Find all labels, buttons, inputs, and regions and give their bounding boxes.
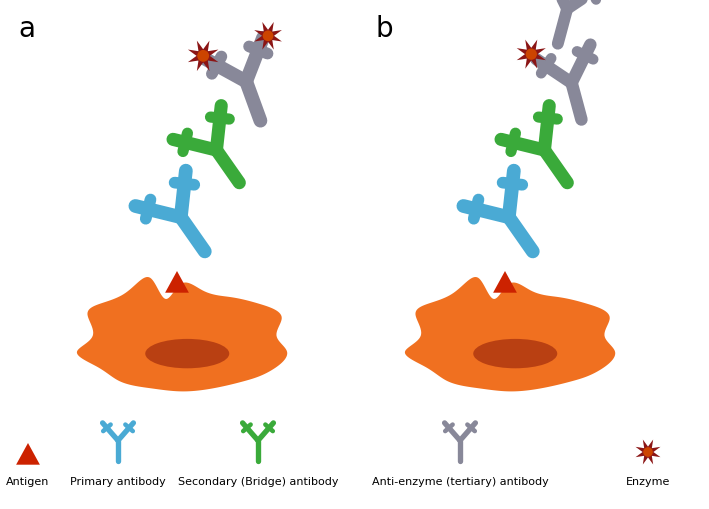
Text: Enzyme: Enzyme [626, 477, 670, 487]
Circle shape [262, 31, 274, 41]
Polygon shape [493, 271, 517, 293]
Text: Secondary (Bridge) antibody: Secondary (Bridge) antibody [178, 477, 338, 487]
Text: b: b [375, 15, 393, 43]
Text: Anti-enzyme (tertiary) antibody: Anti-enzyme (tertiary) antibody [372, 477, 548, 487]
Polygon shape [77, 277, 287, 391]
Ellipse shape [473, 339, 557, 369]
Circle shape [643, 447, 653, 457]
Polygon shape [165, 271, 189, 293]
Polygon shape [188, 41, 218, 71]
Polygon shape [635, 440, 661, 465]
Circle shape [197, 50, 209, 62]
Text: Antigen: Antigen [6, 477, 50, 487]
Text: Primary antibody: Primary antibody [70, 477, 166, 487]
Polygon shape [255, 22, 282, 50]
Ellipse shape [145, 339, 229, 369]
Polygon shape [405, 277, 615, 391]
Text: a: a [18, 15, 35, 43]
Circle shape [525, 48, 537, 60]
Polygon shape [517, 40, 546, 69]
Polygon shape [16, 443, 40, 465]
